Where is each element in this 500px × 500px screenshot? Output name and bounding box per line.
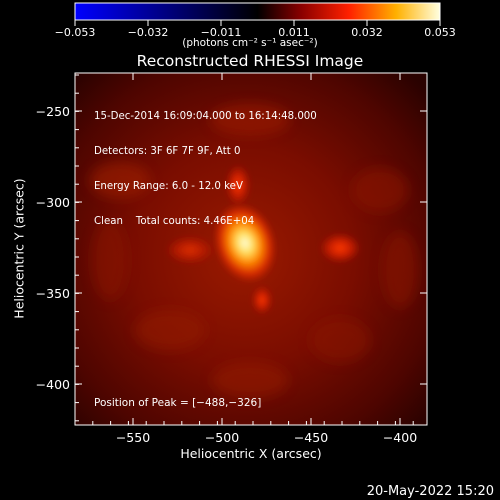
method-counts: Clean Total counts: 4.46E+04: [94, 215, 255, 227]
colorbar-ticks: −0.053 −0.032 −0.011 0.011 0.032 0.053: [55, 20, 456, 39]
peak-position: Position of Peak = [−488,−326]: [94, 397, 262, 409]
colorbar-unit-label: (photons cm⁻² s⁻¹ asec⁻²): [182, 37, 318, 49]
colorbar-tick-label: −0.011: [201, 26, 242, 39]
x-tick-label: −450: [294, 430, 328, 445]
axis-ticks: −550 −500 −450 −400 −250 −300 −350 −400: [36, 73, 427, 445]
time-range: 15-Dec-2014 16:09:04.000 to 16:14:48.000: [94, 111, 317, 123]
detectors: Detectors: 3F 6F 7F 9F, Att 0: [94, 145, 241, 157]
colorbar-tick-label: 0.032: [351, 26, 383, 39]
x-tick-label: −400: [383, 430, 417, 445]
peak-source: [213, 203, 277, 283]
rhessi-image: [75, 73, 427, 425]
info-block: 15-Dec-2014 16:09:04.000 to 16:14:48.000…: [94, 88, 317, 239]
x-tick-label: −550: [116, 430, 150, 445]
plot-frame: [74, 72, 428, 426]
colorbar-tick-label: 0.053: [424, 26, 456, 39]
page-title: Reconstructed RHESSI Image: [136, 52, 364, 70]
colorbar-tick-label: −0.032: [128, 26, 169, 39]
colorbar: [74, 2, 441, 21]
y-tick-label: −350: [36, 286, 70, 301]
colorbar-tick-label: −0.053: [55, 26, 96, 39]
y-tick-label: −400: [36, 377, 70, 392]
y-axis-label: Heliocentric Y (arcsec): [11, 178, 27, 319]
footer-date: 20-May-2022 15:20: [366, 484, 494, 499]
east-source: [320, 233, 360, 263]
y-tick-label: −300: [36, 195, 70, 210]
y-tick-label: −250: [36, 104, 70, 119]
colorbar-tick-label: 0.011: [278, 26, 310, 39]
energy-range: Energy Range: 6.0 - 12.0 keV: [94, 180, 243, 192]
x-tick-label: −500: [205, 430, 239, 445]
x-axis-label: Heliocentric X (arcsec): [180, 446, 322, 461]
